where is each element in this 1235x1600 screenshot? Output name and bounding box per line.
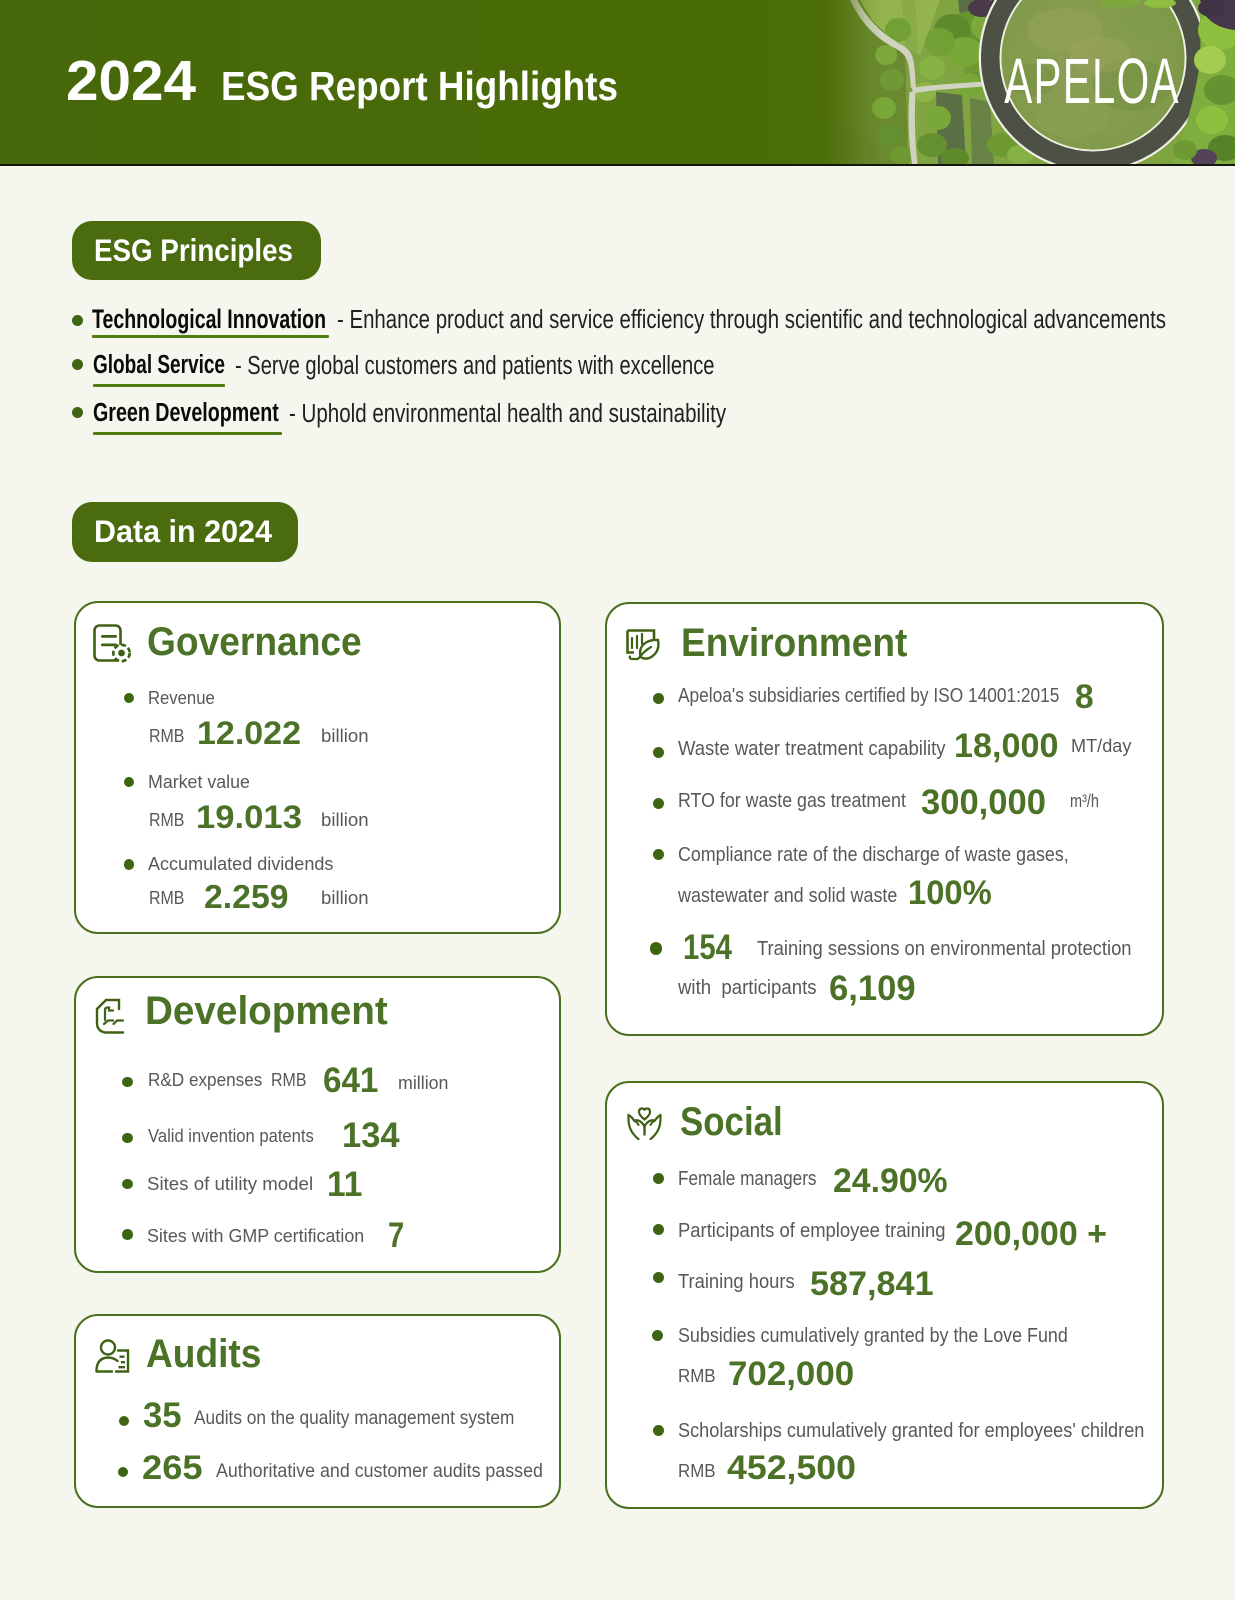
svg-text:APELOA: APELOA [1004,46,1180,117]
